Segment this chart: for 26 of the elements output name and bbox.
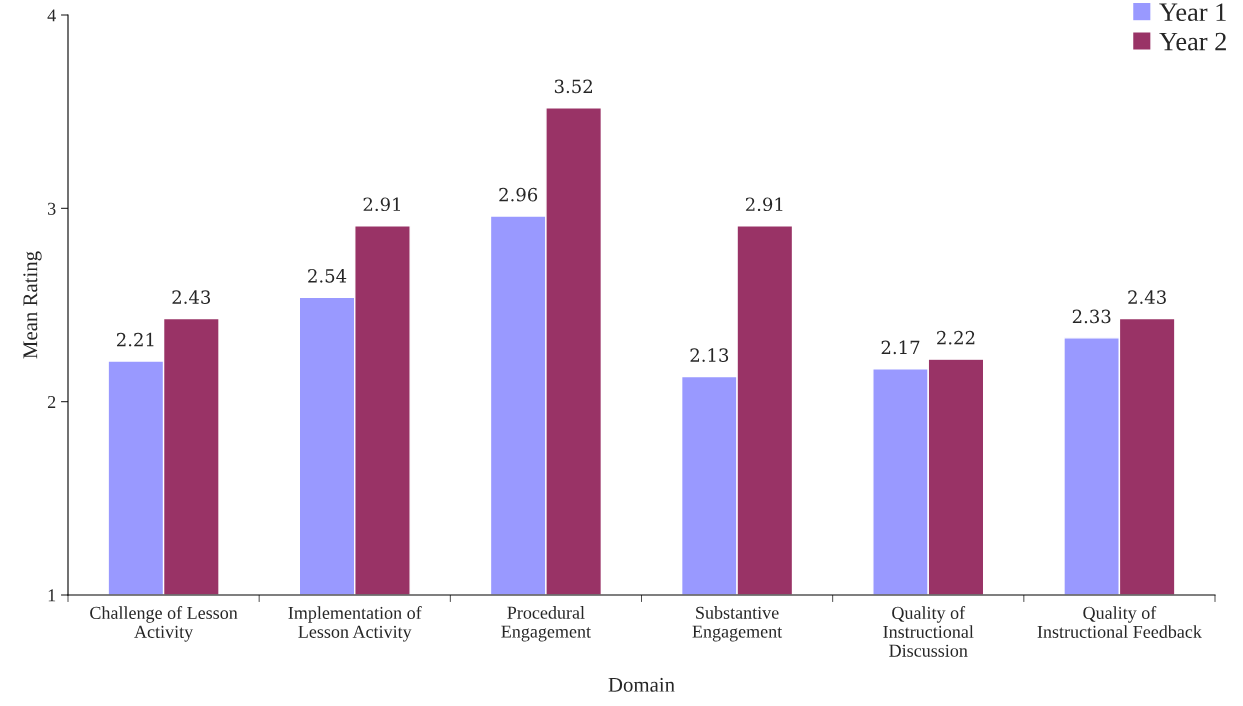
x-tick-label: Quality of Instructional Feedback [1037,606,1202,638]
data-label: 2.33 [1072,309,1111,324]
data-label: 2.13 [690,348,729,362]
y-tick-label: 2 [47,395,56,408]
x-axis-title: Domain [608,677,675,692]
data-label: 2.43 [1128,290,1166,304]
data-label: 2.43 [172,290,211,304]
y-tick-label: 1 [48,589,56,602]
data-label: 2.17 [881,340,920,355]
x-tick-label: Substantive Engagement [692,606,783,642]
data-label: 2.54 [308,269,347,283]
x-tick-label: Implementation of Lesson Activity [288,606,422,642]
x-tick-label: Procedural Engagement [501,606,591,642]
data-label: 2.96 [499,187,538,202]
y-tick-label: 4 [47,9,56,22]
legend-label: Year 1 [1159,3,1226,22]
data-label: 2.22 [937,330,975,345]
legend-label: Year 2 [1159,32,1226,51]
data-label: 2.91 [745,197,783,212]
x-tick-label: Challenge of Lesson Activity [90,606,238,642]
data-label: 2.21 [116,332,154,347]
data-label: 2.91 [363,197,401,212]
x-tick-label: Quality of Instructional Discussion [883,606,974,657]
y-tick-label: 3 [48,202,56,215]
y-axis-title: Mean Rating [23,251,42,359]
data-label: 3.52 [554,79,592,94]
